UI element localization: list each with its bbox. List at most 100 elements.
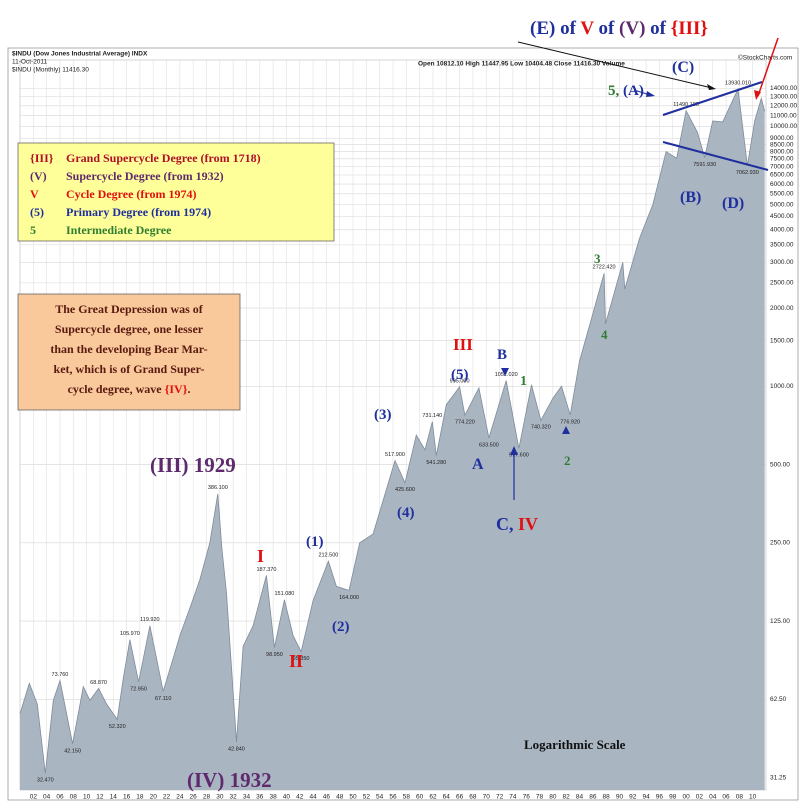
- y-tick-label: 4500.00: [770, 213, 794, 220]
- area-outline: [19, 87, 766, 774]
- header-date: 11-Oct-2011: [12, 59, 48, 66]
- header-quote: Open 10812.10 High 11447.95 Low 10404.48…: [418, 61, 625, 68]
- wave-label: 1: [520, 374, 527, 389]
- x-tick-label: 30: [216, 794, 224, 801]
- area-fill: [20, 88, 765, 790]
- x-tick-label: 70: [483, 794, 491, 801]
- y-tick-label: 3000.00: [770, 259, 794, 266]
- wave-label-part: Logarithmic Scale: [524, 737, 626, 752]
- arrow-head: [562, 426, 570, 434]
- x-tick-label: 62: [429, 794, 437, 801]
- wave-label-part: (1): [306, 534, 324, 550]
- wave-label: (4): [397, 505, 415, 521]
- x-tick-label: 68: [469, 794, 477, 801]
- note-box: The Great Depression was of Supercycle de…: [17, 293, 241, 411]
- wave-label: (5): [451, 367, 469, 383]
- y-tick-label: 2500.00: [770, 280, 794, 287]
- x-tick-label: 06: [722, 794, 730, 801]
- wave-label: 2: [564, 453, 571, 468]
- value-label: 7062.930: [736, 170, 759, 176]
- x-tick-label: 02: [696, 794, 704, 801]
- wave-label: (3): [374, 407, 392, 423]
- x-tick-label: 92: [629, 794, 637, 801]
- x-tick-label: 52: [363, 794, 371, 801]
- x-tick-label: 96: [656, 794, 664, 801]
- arrow-head: [646, 91, 655, 97]
- x-tick-label: 14: [110, 794, 118, 801]
- note-line: than the developing Bear Mar-: [50, 342, 207, 356]
- y-tick-label: 11000.00: [770, 112, 797, 119]
- y-tick-label: 500.00: [770, 461, 790, 468]
- x-tick-label: 40: [283, 794, 291, 801]
- wave-label-part: (V): [619, 18, 645, 39]
- y-tick-label: 8000.00: [770, 148, 794, 155]
- value-label: 52.320: [109, 724, 126, 730]
- value-label: 425.600: [395, 487, 415, 493]
- value-label: 740.320: [531, 425, 551, 431]
- x-tick-label: 72: [496, 794, 504, 801]
- wave-label: (IV) 1932: [187, 768, 272, 792]
- value-label: 95.350: [293, 656, 310, 662]
- legend-symbol: (V): [30, 169, 47, 183]
- x-tick-label: 28: [203, 794, 211, 801]
- y-tick-label: 7500.00: [770, 156, 794, 163]
- wave-label: (E) of V of (V) of {III}: [530, 18, 708, 39]
- x-tick-label: 64: [443, 794, 451, 801]
- wave-label-part: (IV) 1932: [187, 768, 272, 792]
- x-tick-label: 32: [230, 794, 238, 801]
- wave-label: (1): [306, 534, 324, 550]
- header-series: $INDU (Monthly) 11416.30: [12, 67, 89, 74]
- value-label: 42.150: [64, 748, 81, 754]
- wave-label: III: [453, 335, 473, 354]
- x-tick-label: 00: [682, 794, 690, 801]
- x-tick-label: 48: [336, 794, 344, 801]
- wave-label-part: (D): [722, 195, 744, 212]
- y-tick-label: 1000.00: [770, 383, 794, 390]
- value-label: 164.000: [339, 595, 359, 601]
- wave-label: II: [289, 651, 303, 671]
- value-label: 73.760: [52, 672, 69, 678]
- pointer-arrow: [757, 37, 779, 97]
- value-label: 517.900: [385, 452, 405, 458]
- wave-label: 5, (A): [608, 83, 644, 99]
- wave-label-part: (E) of: [530, 18, 580, 39]
- note-part: .: [187, 382, 190, 396]
- wave-label: 3: [594, 251, 601, 266]
- value-label: 386.100: [208, 485, 228, 491]
- legend-symbol: {III}: [30, 151, 54, 165]
- wave-label-part: (3): [374, 407, 392, 423]
- y-tick-label: 62.50: [770, 696, 787, 703]
- legend-text: Cycle Degree (from 1974): [66, 187, 197, 201]
- note-part: cycle degree, wave: [68, 382, 165, 396]
- x-tick-label: 50: [349, 794, 357, 801]
- y-tick-label: 6000.00: [770, 181, 794, 188]
- x-tick-label: 60: [416, 794, 424, 801]
- y-tick-label: 9000.00: [770, 135, 794, 142]
- value-label: 13930.010: [725, 80, 751, 86]
- x-tick-label: 98: [669, 794, 677, 801]
- value-label: 11490.180: [673, 102, 699, 108]
- x-tick-label: 10: [749, 794, 757, 801]
- x-tick-label: 82: [563, 794, 571, 801]
- value-label: 32.470: [37, 778, 54, 784]
- value-label: 633.500: [479, 442, 499, 448]
- y-tick-label: 14000.00: [770, 85, 797, 92]
- value-label: 7591.930: [693, 162, 716, 168]
- wave-label-part: 4: [601, 327, 608, 342]
- wave-label: (D): [722, 195, 744, 212]
- x-tick-label: 84: [576, 794, 584, 801]
- header-source: ©StockCharts.com: [738, 54, 792, 62]
- y-tick-label: 12000.00: [770, 102, 797, 109]
- y-tick-label: 1500.00: [770, 337, 794, 344]
- arrow-head: [510, 446, 518, 455]
- value-label: 105.970: [120, 631, 140, 637]
- wave-label-part: (4): [397, 505, 415, 521]
- value-label: 187.370: [257, 567, 277, 573]
- x-tick-label: 04: [43, 794, 51, 801]
- trend-line: [662, 141, 769, 171]
- y-tick-label: 13000.00: [770, 93, 797, 100]
- wave-label-part: IV: [518, 514, 538, 534]
- x-tick-label: 02: [30, 794, 38, 801]
- note-background: [17, 293, 241, 411]
- wave-label-part: {III}: [671, 18, 708, 39]
